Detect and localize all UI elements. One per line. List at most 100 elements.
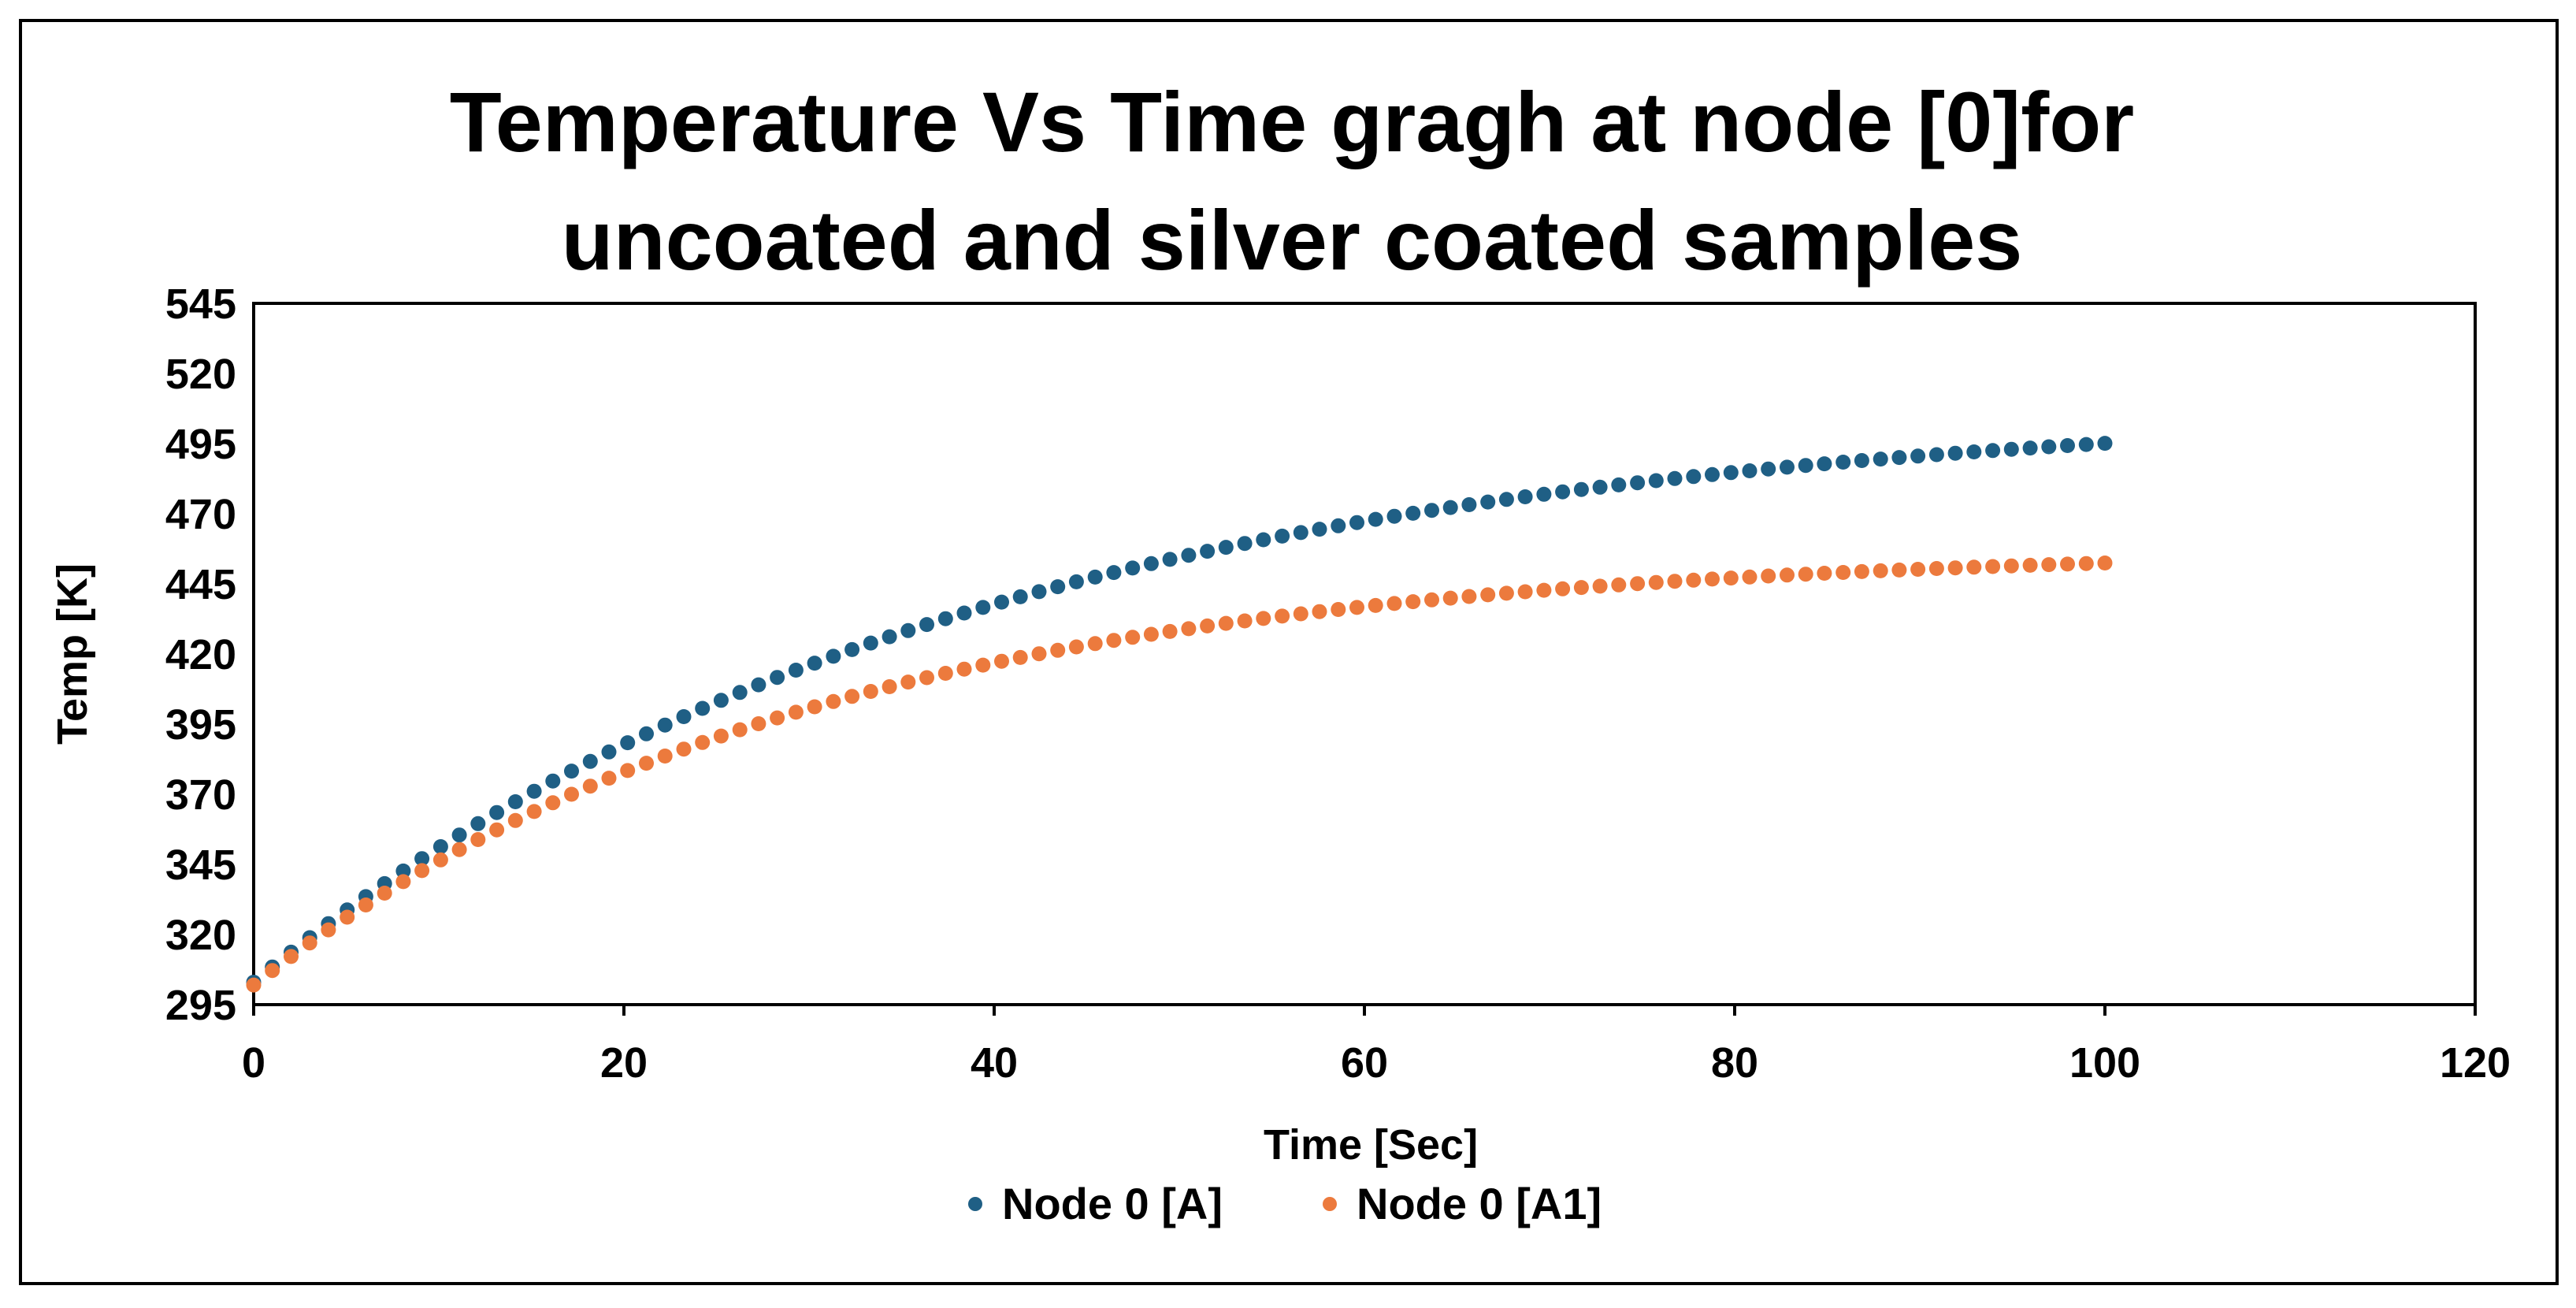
data-point	[1442, 500, 1458, 515]
y-tick-label: 370	[165, 771, 236, 819]
data-point	[1798, 567, 1813, 582]
data-point	[1125, 560, 1141, 576]
data-point	[1611, 477, 1627, 492]
data-point	[1573, 580, 1589, 596]
data-point	[414, 851, 430, 867]
data-point	[2022, 440, 2038, 456]
data-point	[751, 677, 766, 693]
data-point	[1068, 639, 1084, 655]
data-point	[657, 717, 673, 733]
data-point	[695, 734, 711, 750]
data-point	[2078, 556, 2094, 571]
data-point	[1835, 565, 1851, 580]
plot-area	[252, 302, 2477, 1006]
y-tick-label: 470	[165, 491, 236, 538]
data-point	[2022, 557, 2038, 573]
y-axis-ticks: 545 520 495 470 445 420 395 370 345 320 295	[165, 281, 236, 1029]
data-point	[657, 749, 673, 764]
data-point	[601, 744, 617, 760]
y-tick-label: 345	[165, 842, 236, 889]
data-point	[1573, 481, 1589, 497]
x-tick-label: 20	[600, 1039, 648, 1087]
data-point	[975, 600, 991, 615]
data-point	[1237, 536, 1253, 552]
data-point	[2078, 437, 2094, 452]
data-point	[1368, 511, 1383, 527]
data-point	[639, 726, 654, 741]
data-point	[1349, 600, 1364, 615]
data-point	[1405, 505, 1421, 521]
data-point	[1368, 597, 1383, 613]
data-point	[1891, 562, 1907, 578]
legend-marker-node-0-a	[968, 1197, 982, 1211]
data-point	[994, 594, 1009, 610]
data-point	[1498, 585, 1514, 601]
data-point	[639, 756, 654, 771]
data-point	[1461, 589, 1477, 604]
data-point	[1480, 587, 1496, 603]
y-tick-label: 545	[165, 281, 236, 328]
data-point	[2060, 556, 2075, 572]
data-point	[1143, 556, 1159, 571]
data-point	[1648, 473, 1664, 489]
data-point	[1854, 453, 1869, 468]
data-point	[489, 804, 505, 820]
x-tick-label: 120	[2440, 1039, 2511, 1087]
data-point	[358, 897, 373, 912]
data-point	[826, 693, 841, 709]
data-point	[1928, 561, 1944, 576]
data-point	[1237, 613, 1253, 629]
data-point	[1891, 450, 1907, 466]
data-point	[1331, 602, 1346, 617]
data-point	[1966, 559, 1982, 575]
data-point	[507, 794, 523, 809]
data-point	[1087, 569, 1103, 585]
data-point	[1536, 486, 1552, 502]
data-point	[732, 722, 748, 738]
data-point	[1517, 489, 1533, 504]
data-point	[246, 977, 262, 993]
data-point	[826, 648, 841, 664]
data-point	[1667, 574, 1683, 589]
data-point	[1256, 532, 1271, 548]
data-point	[713, 693, 729, 708]
data-point	[1705, 466, 1720, 482]
data-point	[937, 666, 953, 681]
data-point	[1162, 623, 1178, 639]
data-point	[807, 656, 822, 671]
data-point	[1256, 611, 1271, 626]
data-point	[1312, 522, 1327, 537]
y-tick-label: 320	[165, 912, 236, 959]
y-tick-label: 520	[165, 351, 236, 398]
data-point	[1985, 443, 2001, 459]
data-point	[601, 771, 617, 786]
data-point	[807, 699, 822, 715]
data-point	[1106, 565, 1122, 581]
data-point	[1068, 574, 1084, 589]
data-point	[1947, 560, 1963, 576]
x-tick-label: 40	[971, 1039, 1018, 1087]
data-point	[844, 689, 860, 704]
y-tick-label: 420	[165, 631, 236, 678]
x-axis-ticks: 0 20 40 60 80 100 120	[242, 1005, 2511, 1087]
data-point	[1686, 469, 1702, 485]
data-point	[1817, 566, 1832, 581]
series-1-points	[246, 556, 2113, 993]
data-point	[1031, 646, 1047, 662]
data-point	[1835, 455, 1851, 470]
data-point	[676, 741, 692, 757]
data-point	[1050, 579, 1066, 595]
data-point	[414, 863, 430, 879]
chart-title-line-1: Temperature Vs Time gragh at node [0]for	[450, 74, 2134, 169]
data-point	[620, 735, 636, 751]
data-point	[1087, 636, 1103, 652]
data-point	[1761, 568, 1776, 584]
data-point	[1910, 448, 1926, 464]
data-point	[1125, 630, 1141, 645]
data-point	[1293, 606, 1308, 622]
data-point	[470, 816, 486, 831]
data-point	[956, 605, 972, 621]
data-point	[770, 670, 785, 686]
